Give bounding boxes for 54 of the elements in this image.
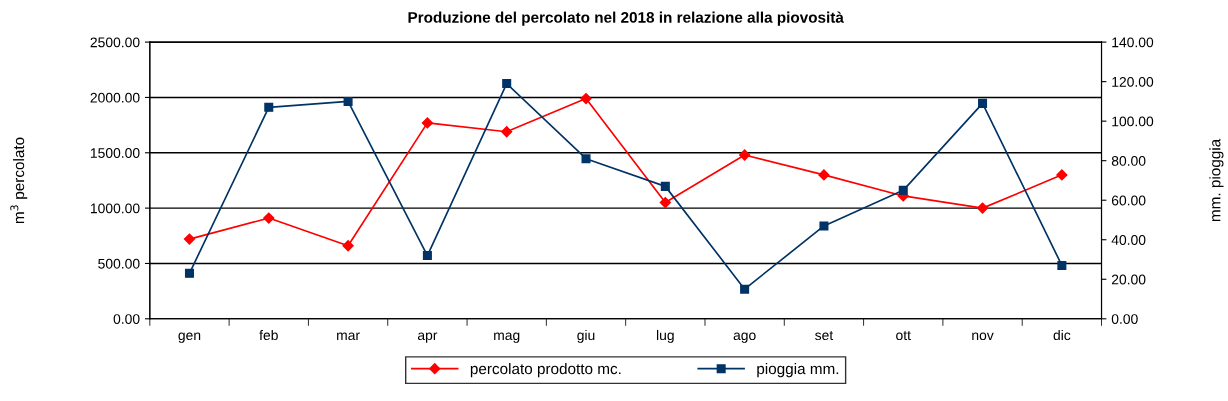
point (976, 202, 989, 214)
point (978, 98, 988, 108)
y-tick-label: 2500.00 (90, 37, 140, 48)
x-tick-label: mag (494, 332, 520, 343)
y2-tick-label: 0.00 (1111, 314, 1138, 324)
point (501, 126, 513, 138)
y2-tick-label: 100.00 (1112, 116, 1154, 127)
x-tick-label: feb (259, 329, 278, 341)
legend-label: pioggia mm. (757, 362, 839, 378)
y2-tick-label: 140.00 (1112, 37, 1154, 48)
x-tick-label: gen (178, 332, 201, 343)
point (502, 79, 512, 89)
y-tick-label: 1500.00 (90, 148, 140, 158)
y-tick-label: 1000.00 (90, 203, 140, 214)
point (819, 221, 829, 231)
point (183, 233, 196, 245)
point (264, 102, 274, 112)
point (818, 169, 830, 181)
point (1057, 260, 1067, 270)
point (1056, 169, 1068, 181)
point (343, 96, 353, 106)
point (660, 181, 670, 191)
y-tick-label: 500.00 (98, 258, 140, 269)
chart-title: Produzione del percolato nel 2018 in relazione alla piovosità (408, 11, 844, 26)
y-tick-label: 2000.00 (90, 92, 140, 103)
point (580, 92, 592, 105)
point (659, 196, 671, 209)
x-tick-label: set (815, 330, 834, 341)
point (740, 284, 750, 294)
y2-tick-label: 40.00 (1111, 235, 1146, 245)
point (421, 117, 434, 129)
point (581, 154, 591, 164)
x-tick-label: ott (896, 330, 911, 341)
y2-tick-label: 60.00 (1111, 195, 1146, 206)
point (739, 149, 751, 161)
y2-tick-label: 120.00 (1112, 76, 1154, 87)
point (263, 212, 275, 224)
x-tick-label: nov (972, 332, 994, 341)
point (898, 185, 908, 195)
x-tick-label: lug (656, 329, 674, 343)
point (184, 268, 194, 278)
y2-tick-label: 20.00 (1111, 274, 1146, 285)
point (422, 251, 432, 261)
legend-label: percolato prodotto mc. (470, 362, 621, 378)
y-axis-title: m$^{3}$ percolato (10, 137, 28, 224)
x-tick-label: mar (337, 332, 360, 341)
y2-tick-label: 80.00 (1111, 156, 1146, 166)
point (342, 240, 354, 252)
x-tick-label: giu (577, 329, 595, 343)
x-tick-label: apr (417, 332, 438, 343)
y-tick-label: 0.00 (113, 314, 140, 324)
x-tick-label: dic (1053, 329, 1071, 341)
x-tick-label: ago (733, 332, 756, 343)
y2-axis-title: mm. pioggia (1209, 138, 1224, 222)
